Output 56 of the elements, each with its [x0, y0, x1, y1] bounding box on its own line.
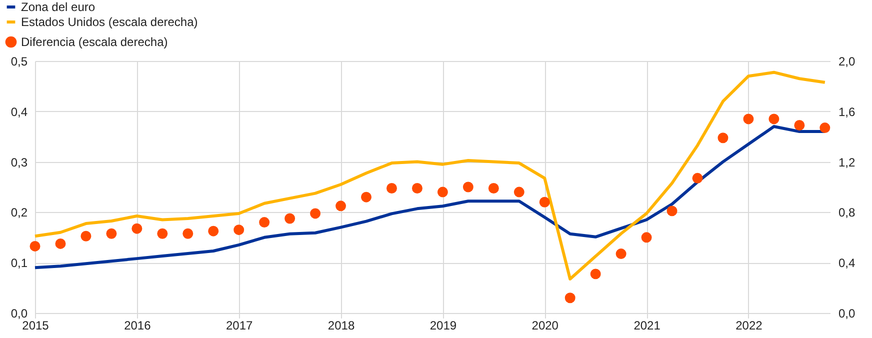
point [590, 268, 601, 280]
y-tick-label: 0,2 [10, 206, 28, 220]
x-tick-label: 2017 [226, 318, 254, 332]
y2-tick-label: 1,6 [838, 104, 856, 119]
point [462, 182, 474, 192]
point [768, 114, 780, 124]
point [30, 240, 40, 252]
x-tick-label: 2018 [328, 318, 355, 332]
point [743, 114, 754, 124]
point [616, 248, 626, 260]
point [437, 186, 448, 198]
point [386, 183, 397, 194]
point [80, 230, 92, 242]
y2-tick-label: 2,0 [838, 54, 856, 68]
y2-tick-label: 0,4 [838, 256, 856, 270]
point [336, 200, 346, 212]
line-series [34, 70, 826, 280]
point [539, 196, 550, 208]
point [488, 183, 499, 194]
legend-label: Zona del euro [21, 0, 96, 14]
point [234, 224, 244, 236]
point [514, 186, 524, 198]
point [182, 228, 194, 239]
point [132, 223, 142, 234]
x-tick-label: 2016 [124, 318, 152, 332]
point [692, 172, 703, 184]
x-tick-label: 2020 [532, 318, 559, 332]
y-tick-label: 0,0 [10, 306, 28, 320]
point [794, 120, 805, 130]
y-tick-label: 0,5 [10, 54, 28, 68]
legend-label: Estados Unidos (escala derecha) [21, 15, 198, 29]
point [361, 192, 372, 202]
x-tick-label: 2019 [430, 318, 457, 332]
point [106, 228, 117, 239]
y-tick-label: 0,1 [10, 256, 28, 270]
x-tick-label: 2021 [634, 318, 661, 332]
x-tick-label: 2022 [736, 318, 763, 332]
point [259, 217, 270, 228]
point [666, 206, 678, 216]
point [284, 213, 296, 224]
x-tick-label: 2015 [22, 318, 50, 332]
point [820, 122, 830, 134]
point [310, 208, 321, 219]
point [412, 183, 422, 194]
y2-tick-label: 0,0 [838, 306, 856, 320]
y-tick-label: 0,4 [10, 104, 28, 119]
y-tick-label: 0,3 [10, 155, 28, 170]
point [208, 226, 219, 236]
point [641, 232, 652, 243]
point [564, 292, 576, 304]
point [157, 228, 168, 239]
point [55, 238, 66, 249]
legend-label: Diferencia (escala derecha) [21, 35, 168, 49]
point [718, 132, 728, 144]
y2-tick-label: 1,2 [838, 155, 856, 170]
y2-tick-label: 0,8 [838, 206, 856, 220]
